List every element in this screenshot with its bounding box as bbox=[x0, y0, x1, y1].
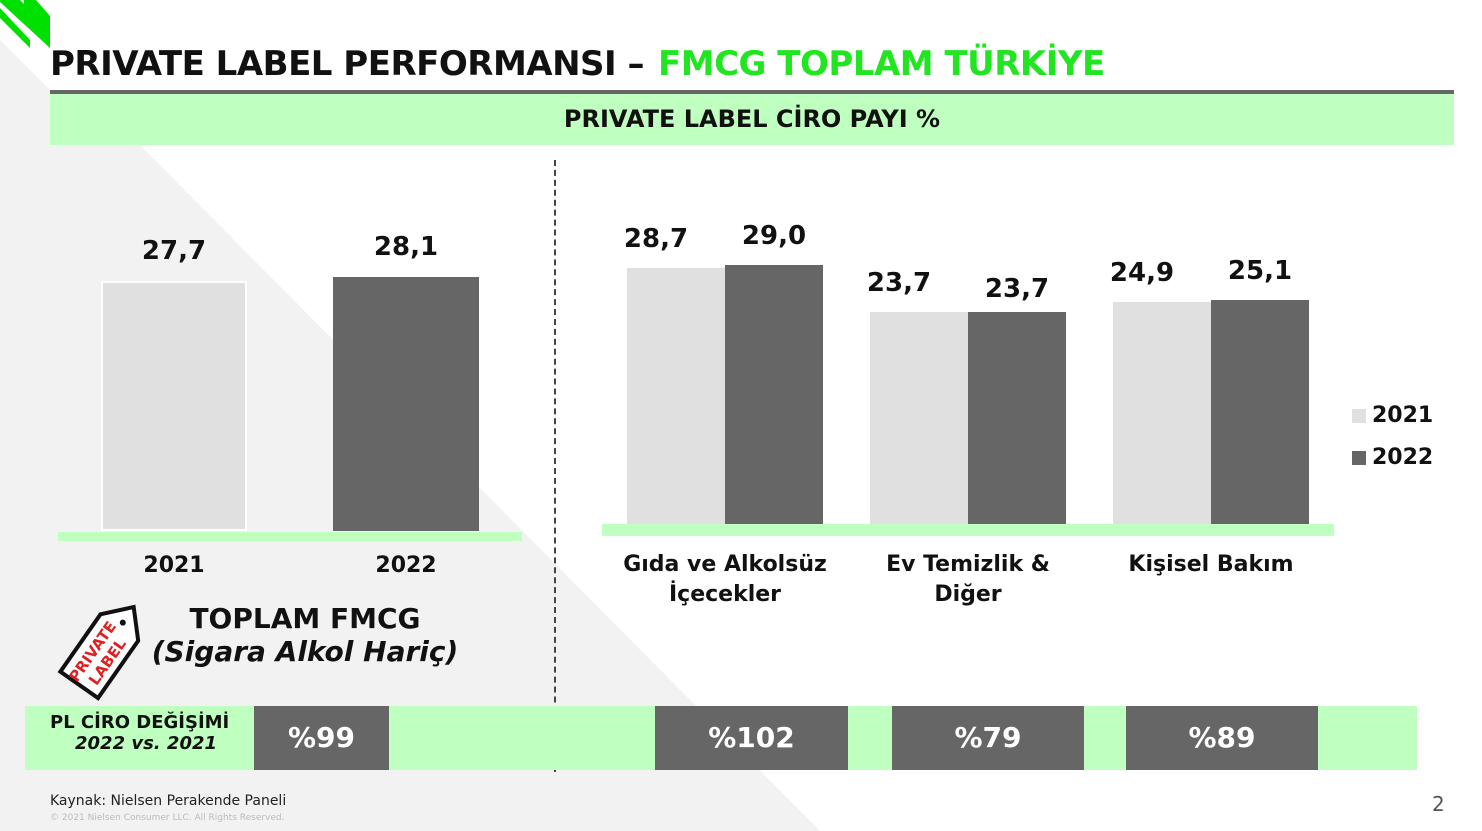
data-label: 23,7 bbox=[866, 268, 932, 299]
bar-2021 bbox=[627, 267, 725, 524]
source-note: Kaynak: Nielsen Perakende Paneli bbox=[50, 793, 287, 809]
page-number: 2 bbox=[1432, 792, 1445, 816]
legend-2022: 2022 bbox=[1352, 445, 1433, 470]
section-band: PRIVATE LABEL CİRO PAYI % bbox=[50, 94, 1454, 145]
bar-2021 bbox=[1113, 301, 1211, 524]
bar-2022 bbox=[1211, 299, 1309, 524]
x-tick-label: Kişisel Bakım bbox=[1128, 552, 1294, 577]
legend-2021: 2021 bbox=[1352, 403, 1433, 428]
caption-line2: (Sigara Alkol Hariç) bbox=[151, 635, 459, 668]
data-label: 29,0 bbox=[741, 221, 807, 252]
change-sub: 2022 vs. 2021 bbox=[75, 733, 218, 754]
divider bbox=[554, 160, 556, 772]
data-label: 28,7 bbox=[623, 223, 689, 254]
private-label-tag-logo: PRIVATE LABEL bbox=[57, 604, 141, 701]
x-tick-label: 2021 bbox=[143, 553, 205, 578]
data-label: 28,1 bbox=[373, 232, 439, 263]
bar-2022 bbox=[725, 265, 823, 524]
data-label: 27,7 bbox=[141, 235, 207, 266]
data-label: 23,7 bbox=[984, 274, 1050, 305]
caption-line1: TOPLAM FMCG bbox=[189, 602, 421, 635]
change-value-gida: %102 bbox=[655, 706, 848, 770]
legend-swatch bbox=[1352, 450, 1366, 465]
x-tick-label: Ev Temizlik & Diğer bbox=[886, 552, 1050, 607]
bar-2021 bbox=[101, 280, 247, 531]
data-label: 24,9 bbox=[1109, 257, 1175, 288]
page-title: PRIVATE LABEL PERFORMANSI – FMCG TOPLAM T… bbox=[50, 44, 1105, 84]
bar-2022 bbox=[968, 312, 1066, 524]
data-label: 25,1 bbox=[1227, 255, 1293, 286]
change-value-total: %99 bbox=[254, 706, 389, 770]
legend-swatch bbox=[1352, 408, 1366, 423]
x-tick-label: Gıda ve Alkolsüz İçecekler bbox=[623, 552, 827, 607]
baseline bbox=[602, 524, 1334, 536]
change-title: PL CİRO DEĞİŞİMİ bbox=[50, 712, 230, 733]
bar-2022 bbox=[333, 277, 479, 531]
change-label: PL CİRO DEĞİŞİMİ 2022 vs. 2021 bbox=[50, 712, 250, 754]
change-value-kisisel: %89 bbox=[1126, 706, 1318, 770]
copyright: © 2021 Nielsen Consumer LLC. All Rights … bbox=[50, 813, 285, 823]
bar-2021 bbox=[870, 312, 968, 524]
left-caption: TOPLAM FMCG (Sigara Alkol Hariç) bbox=[152, 602, 459, 668]
change-value-ev: %79 bbox=[892, 706, 1084, 770]
baseline bbox=[58, 532, 522, 541]
title-rule bbox=[50, 90, 1454, 94]
x-tick-label: 2022 bbox=[375, 553, 437, 578]
